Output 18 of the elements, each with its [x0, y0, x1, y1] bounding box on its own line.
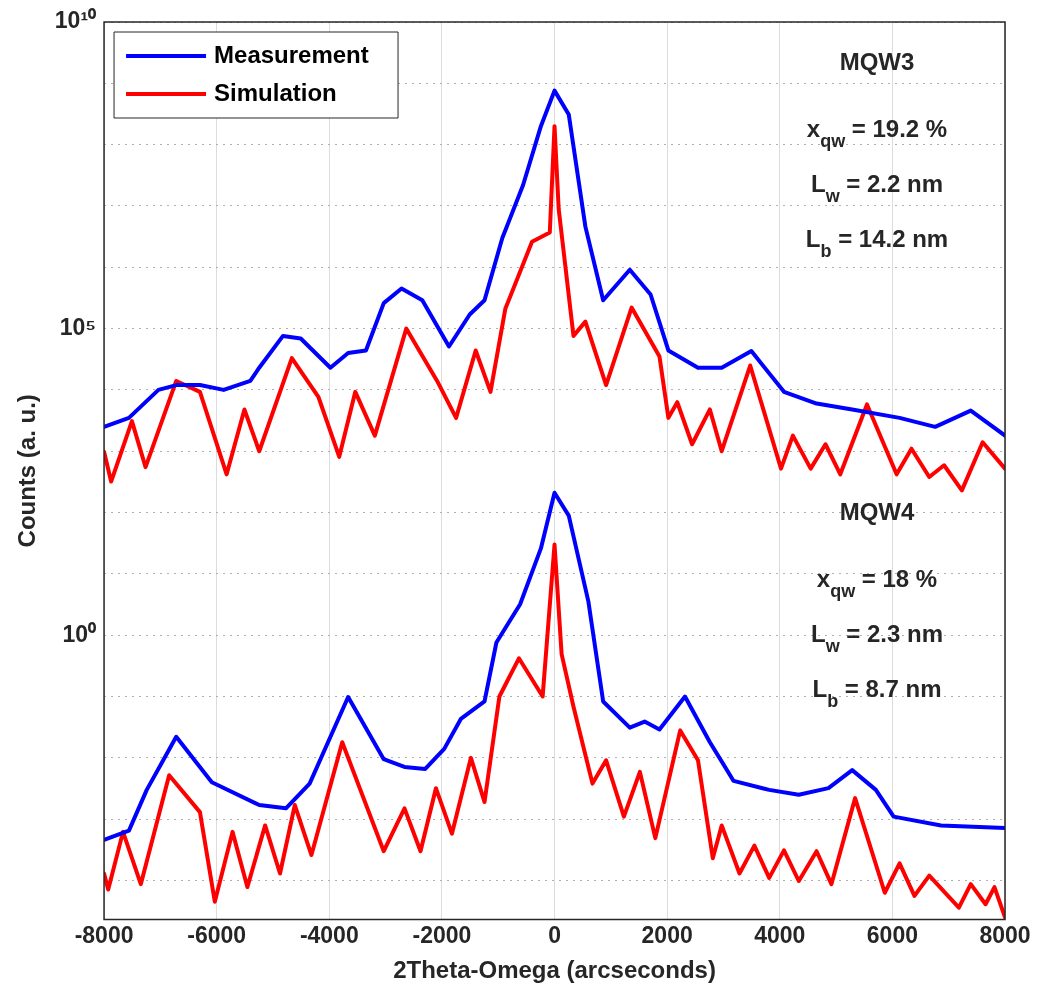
x-tick-label: 4000 — [754, 921, 806, 948]
x-axis-title: 2Theta-Omega (arcseconds) — [393, 956, 716, 984]
x-tick-label: -8000 — [74, 921, 134, 948]
y-tick-label: 10⁰ — [62, 620, 98, 647]
x-tick-label: 8000 — [979, 921, 1031, 948]
y-tick-label: 10¹⁰ — [54, 7, 98, 34]
annotation: MQW4 — [839, 498, 915, 525]
y-axis-title: Counts (a. u.) — [13, 394, 41, 548]
y-tick-label: 10⁵ — [59, 313, 97, 340]
legend-label: Measurement — [214, 40, 369, 68]
x-tick-label: -2000 — [412, 921, 472, 948]
x-tick-label: 2000 — [641, 921, 693, 948]
x-tick-label: -6000 — [187, 921, 247, 948]
annotation: MQW3 — [839, 48, 915, 75]
x-tick-label: 0 — [548, 921, 561, 948]
x-tick-label: -4000 — [299, 921, 359, 948]
legend-label: Simulation — [214, 78, 337, 106]
x-tick-label: 6000 — [866, 921, 918, 948]
